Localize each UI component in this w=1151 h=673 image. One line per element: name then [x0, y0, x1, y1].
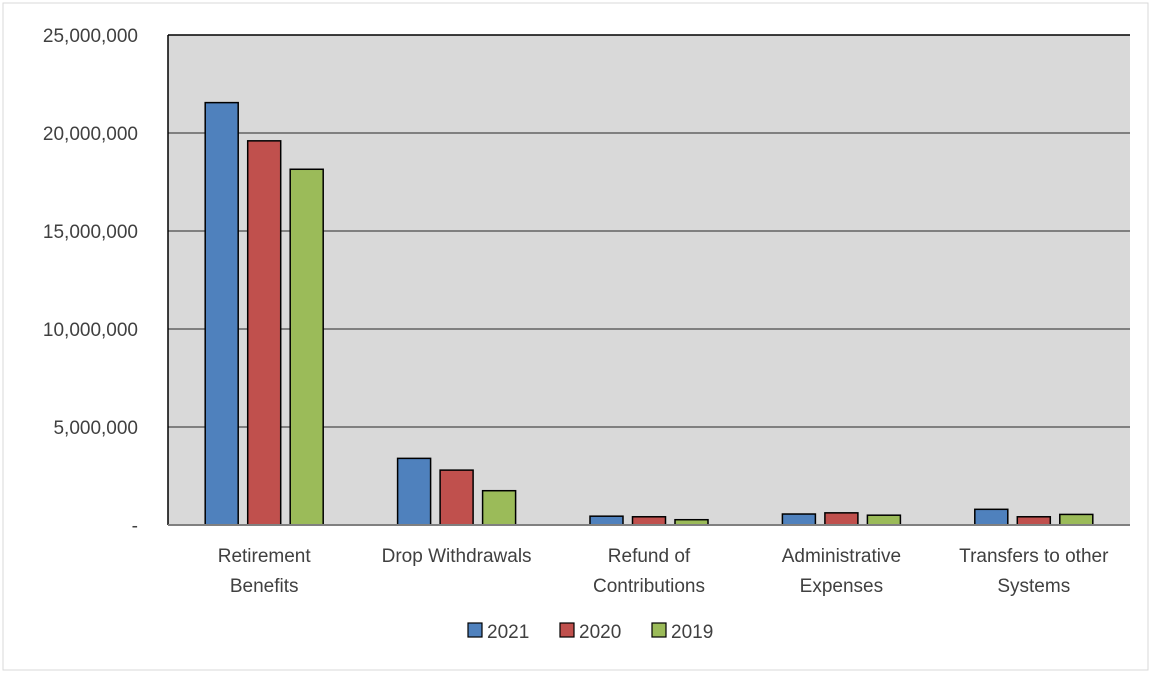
- bar-2020-0: [246, 140, 282, 526]
- bar-2020-3: [824, 512, 859, 526]
- bar-2021-2: [589, 515, 624, 526]
- bar-2019-3: [866, 514, 902, 526]
- y-tick-label: 5,000,000: [53, 418, 138, 439]
- bar-2021-1: [396, 457, 432, 526]
- legend-swatch-2019: [651, 622, 667, 638]
- legend-label-2021: 2021: [487, 622, 529, 643]
- category-label: Refund of Contributions: [593, 546, 705, 597]
- y-tick-label: 20,000,000: [43, 124, 138, 145]
- y-tick-label: 15,000,000: [43, 222, 138, 243]
- legend: 2021 2020 2019: [467, 622, 713, 643]
- plot-background: [168, 35, 1130, 525]
- plot-area: [167, 34, 1130, 526]
- y-tick-label: 10,000,000: [43, 320, 138, 341]
- bar-2021-4: [974, 508, 1009, 526]
- y-axis: - 5,000,000 10,000,000 15,000,000 20,000,000…: [43, 26, 138, 537]
- category-label: Retirement Benefits: [218, 546, 312, 597]
- bar-2021-0: [204, 101, 239, 526]
- category-label: Drop Withdrawals: [382, 546, 532, 567]
- bar-2019-4: [1059, 513, 1094, 526]
- bar-2020-2: [631, 516, 667, 526]
- bar-2019-1: [481, 489, 517, 526]
- y-tick-label: 25,000,000: [43, 26, 138, 47]
- category-label: Transfers to other Systems: [959, 546, 1109, 597]
- bar-2021-3: [781, 513, 817, 526]
- bar-2020-1: [439, 469, 474, 526]
- y-tick-label: -: [132, 516, 138, 537]
- category-label: Administrative Expenses: [782, 546, 901, 597]
- bar-2020-4: [1016, 516, 1052, 526]
- legend-label-2020: 2020: [579, 622, 621, 643]
- legend-swatch-2021: [467, 622, 483, 638]
- legend-swatch-2020: [559, 622, 575, 638]
- x-axis: Retirement Benefits Drop Withdrawals Refund…: [218, 546, 1109, 597]
- legend-label-2019: 2019: [671, 622, 713, 643]
- bar-2019-0: [289, 168, 324, 526]
